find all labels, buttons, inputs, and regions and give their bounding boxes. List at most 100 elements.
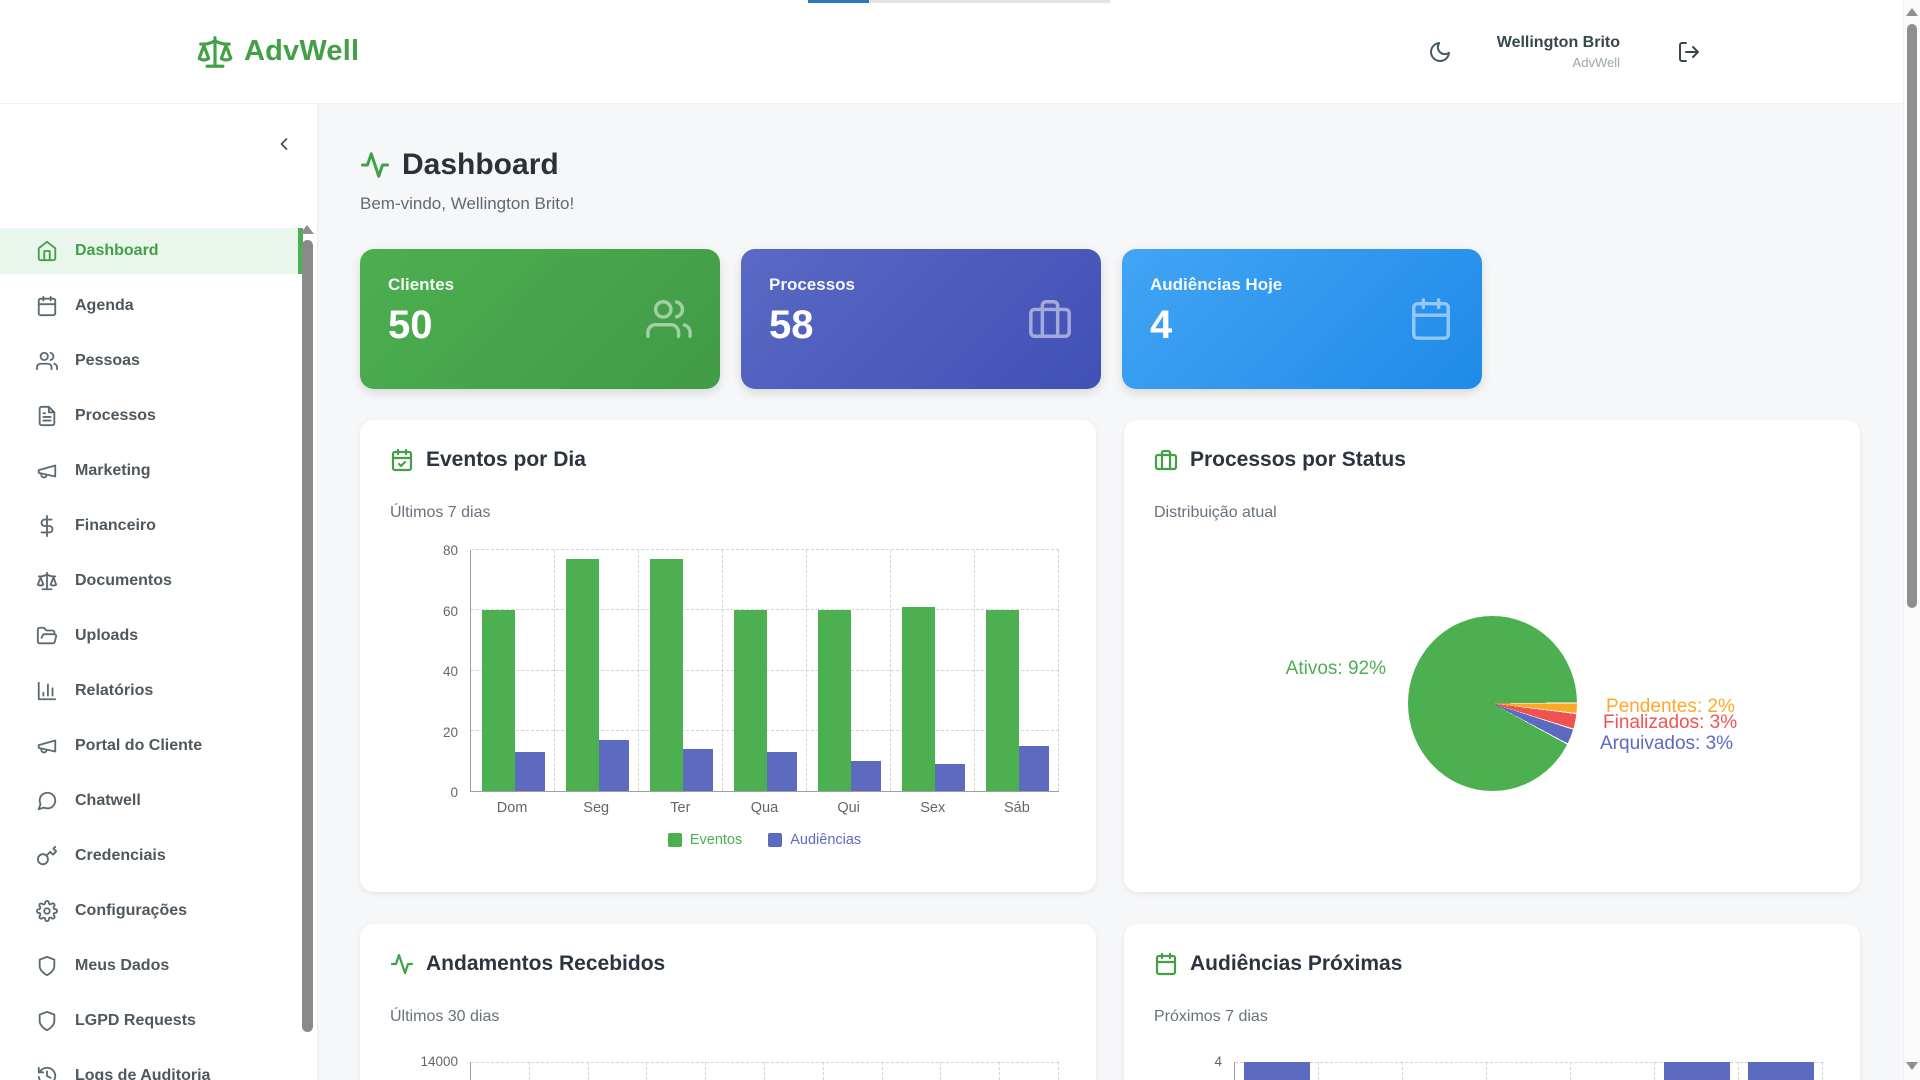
card-title: Andamentos Recebidos bbox=[426, 952, 666, 975]
gridline bbox=[471, 609, 1059, 611]
card-audiencias-proximas: Audiências Próximas Próximos 7 dias 4 bbox=[1124, 924, 1860, 1080]
chevron-left-icon bbox=[274, 134, 294, 154]
stats-row: Clientes 50 Processos 58 Audiências Hoje… bbox=[360, 249, 1920, 389]
stat-label: Audiências Hoje bbox=[1150, 275, 1283, 294]
sidebar-item-financeiro[interactable]: Financeiro bbox=[0, 503, 303, 549]
bar-eventos-seg bbox=[565, 559, 599, 791]
status-pie-chart[interactable] bbox=[1408, 616, 1577, 791]
sidebar-collapse-button[interactable] bbox=[264, 124, 304, 164]
legend-item-eventos[interactable]: Eventos bbox=[667, 832, 742, 848]
stat-card-processos[interactable]: Processos 58 bbox=[741, 249, 1101, 389]
sidebar-scrollbar-thumb[interactable] bbox=[302, 240, 313, 1032]
sidebar-item-portal-do-cliente[interactable]: Portal do Cliente bbox=[0, 723, 303, 769]
bar-eventos-dom bbox=[481, 610, 515, 791]
window-scrollbar-thumb[interactable] bbox=[1907, 24, 1917, 608]
card-title: Eventos por Dia bbox=[426, 448, 586, 471]
stat-card-audiencias-hoje[interactable]: Audiências Hoje 4 bbox=[1122, 249, 1482, 389]
sidebar-item-pessoas[interactable]: Pessoas bbox=[0, 338, 303, 384]
legend-item-audiencias[interactable]: Audiências bbox=[768, 832, 861, 848]
activity-icon bbox=[390, 952, 414, 976]
gridline bbox=[1738, 1062, 1739, 1080]
app-logo[interactable]: AdvWell bbox=[196, 33, 359, 71]
stat-label: Clientes bbox=[388, 275, 455, 294]
mini-bar-column bbox=[1235, 1062, 1319, 1080]
sidebar: Dashboard Agenda Pessoas Processos Marke… bbox=[0, 104, 318, 1080]
sidebar-item-processos[interactable]: Processos bbox=[0, 393, 303, 439]
home-icon bbox=[36, 240, 58, 262]
card-processos-por-status: Processos por Status Distribuição atual … bbox=[1124, 420, 1860, 892]
bar-eventos-ter bbox=[649, 559, 683, 791]
sidebar-item-configuracoes[interactable]: Configurações bbox=[0, 888, 303, 934]
logout-icon bbox=[1677, 40, 1701, 64]
gridline bbox=[1654, 1062, 1655, 1080]
file-text-icon bbox=[36, 405, 58, 427]
gridline bbox=[881, 1062, 883, 1080]
x-axis-label: Qua bbox=[750, 800, 779, 816]
stat-card-clientes[interactable]: Clientes 50 bbox=[360, 249, 720, 389]
gridline bbox=[764, 1062, 765, 1080]
sidebar-item-label: Credenciais bbox=[75, 847, 166, 864]
sidebar-item-credenciais[interactable]: Credenciais bbox=[0, 833, 303, 879]
dark-mode-toggle[interactable] bbox=[1419, 31, 1461, 73]
gridline bbox=[637, 550, 639, 791]
gridline bbox=[705, 1062, 707, 1080]
calendar-icon bbox=[1154, 952, 1178, 976]
bar-chart-icon bbox=[36, 680, 58, 702]
y-tick-label: 60 bbox=[442, 603, 458, 619]
card-subtitle: Distribuição atual bbox=[1154, 504, 1277, 521]
gridline bbox=[940, 1062, 942, 1080]
y-tick-label: 40 bbox=[442, 664, 458, 679]
gridline bbox=[999, 1062, 1001, 1080]
scale-logo-icon bbox=[196, 33, 234, 71]
user-menu[interactable]: Wellington Brito AdvWell bbox=[1497, 34, 1620, 70]
calendar-check-icon bbox=[390, 448, 414, 472]
sidebar-item-marketing[interactable]: Marketing bbox=[0, 448, 303, 494]
gridline bbox=[890, 550, 891, 791]
y-tick-label: 4 bbox=[1214, 1054, 1222, 1069]
sidebar-item-uploads[interactable]: Uploads bbox=[0, 613, 303, 659]
scroll-down-arrow[interactable] bbox=[1906, 1062, 1918, 1070]
logout-button[interactable] bbox=[1668, 31, 1710, 73]
scroll-up-arrow[interactable] bbox=[1906, 8, 1918, 16]
sidebar-item-logs-de-auditoria[interactable]: Logs de Auditoria bbox=[0, 1053, 303, 1080]
stat-label: Processos bbox=[769, 275, 855, 294]
bar-eventos-sex bbox=[901, 607, 935, 791]
sidebar-item-documentos[interactable]: Documentos bbox=[0, 558, 303, 604]
eventos-plot bbox=[470, 549, 1059, 792]
x-axis-label: Seg bbox=[583, 800, 610, 816]
card-title: Audiências Próximas bbox=[1190, 952, 1403, 975]
page-title: Dashboard bbox=[402, 148, 559, 181]
brand-name: AdvWell bbox=[244, 35, 360, 67]
history-icon bbox=[36, 1065, 58, 1080]
briefcase-icon bbox=[1154, 448, 1178, 472]
sidebar-item-meus-dados[interactable]: Meus Dados bbox=[0, 943, 303, 989]
x-axis-label: Ter bbox=[670, 800, 691, 816]
window-scrollbar[interactable] bbox=[1903, 0, 1920, 1080]
gridline bbox=[528, 1062, 530, 1080]
dollar-icon bbox=[36, 515, 58, 537]
sidebar-item-lgpd-requests[interactable]: LGPD Requests bbox=[0, 998, 303, 1044]
bar-group-qua bbox=[723, 550, 807, 791]
card-eventos-por-dia: Eventos por Dia Últimos 7 dias 0 20 40 60 80… bbox=[360, 420, 1096, 892]
sidebar-item-dashboard[interactable]: Dashboard bbox=[0, 228, 303, 274]
moon-icon bbox=[1428, 40, 1452, 64]
x-axis-label: Sex bbox=[920, 800, 946, 816]
sidebar-item-agenda[interactable]: Agenda bbox=[0, 283, 303, 329]
sidebar-item-label: Logs de Auditoria bbox=[75, 1067, 211, 1080]
briefcase-icon bbox=[1027, 296, 1073, 342]
mini-bar-column bbox=[1487, 1062, 1571, 1080]
y-tick-label: 20 bbox=[442, 724, 458, 740]
user-org: AdvWell bbox=[1572, 54, 1620, 70]
gridline bbox=[471, 549, 1059, 550]
sidebar-scroll-up-arrow[interactable] bbox=[300, 225, 314, 234]
gridline bbox=[1486, 1062, 1487, 1080]
gridline bbox=[722, 550, 723, 791]
users-icon bbox=[36, 350, 58, 372]
sidebar-item-chatwell[interactable]: Chatwell bbox=[0, 778, 303, 824]
gridline bbox=[587, 1062, 589, 1080]
bar-group-sáb bbox=[975, 550, 1059, 791]
sidebar-item-relatorios[interactable]: Relatórios bbox=[0, 668, 303, 714]
user-name: Wellington Brito bbox=[1496, 33, 1620, 51]
pie-label-ativos: Ativos: 92% bbox=[1285, 658, 1386, 679]
card-subtitle: Últimos 7 dias bbox=[390, 504, 491, 521]
